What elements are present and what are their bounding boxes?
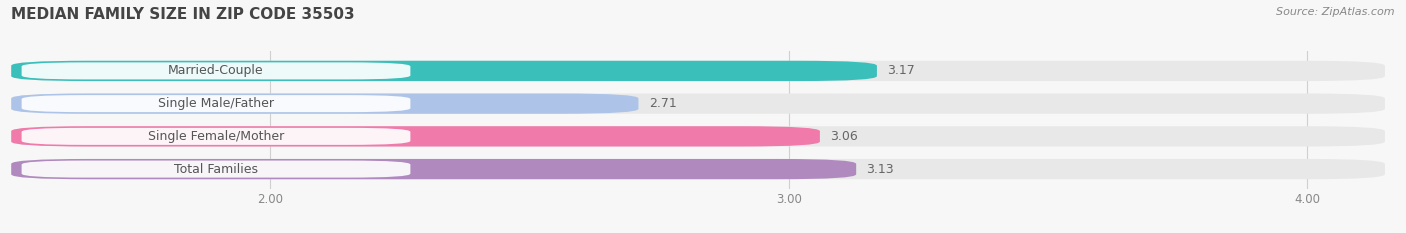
Text: Total Families: Total Families — [174, 163, 259, 176]
FancyBboxPatch shape — [11, 159, 1385, 179]
FancyBboxPatch shape — [11, 159, 856, 179]
FancyBboxPatch shape — [11, 126, 820, 147]
FancyBboxPatch shape — [11, 61, 877, 81]
Text: Source: ZipAtlas.com: Source: ZipAtlas.com — [1277, 7, 1395, 17]
FancyBboxPatch shape — [11, 93, 638, 114]
Text: MEDIAN FAMILY SIZE IN ZIP CODE 35503: MEDIAN FAMILY SIZE IN ZIP CODE 35503 — [11, 7, 354, 22]
FancyBboxPatch shape — [21, 95, 411, 112]
FancyBboxPatch shape — [11, 93, 1385, 114]
Text: 3.17: 3.17 — [887, 64, 915, 77]
Text: 3.13: 3.13 — [866, 163, 894, 176]
FancyBboxPatch shape — [21, 128, 411, 145]
FancyBboxPatch shape — [21, 161, 411, 178]
Text: 2.71: 2.71 — [648, 97, 676, 110]
FancyBboxPatch shape — [21, 62, 411, 79]
Text: Married-Couple: Married-Couple — [169, 64, 264, 77]
Text: 3.06: 3.06 — [831, 130, 858, 143]
FancyBboxPatch shape — [11, 61, 1385, 81]
Text: Single Female/Mother: Single Female/Mother — [148, 130, 284, 143]
Text: Single Male/Father: Single Male/Father — [157, 97, 274, 110]
FancyBboxPatch shape — [11, 126, 1385, 147]
